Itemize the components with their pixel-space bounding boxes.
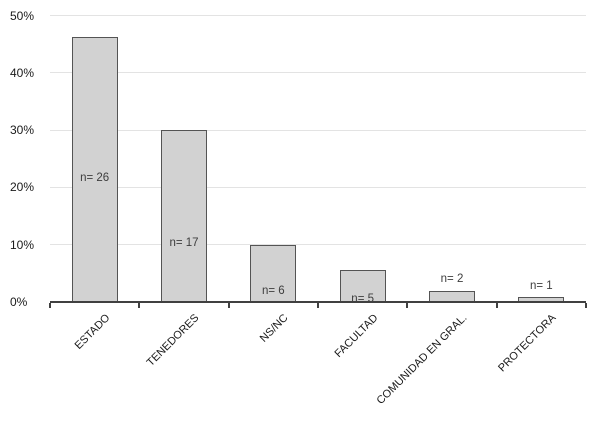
bar-estado bbox=[71, 37, 118, 302]
bar-count-label-tenedores: n= 17 bbox=[169, 237, 199, 250]
y-axis-tick-label-30pct: 30% bbox=[10, 123, 35, 138]
gridline-10pct bbox=[50, 244, 586, 246]
x-axis-tick bbox=[317, 303, 319, 308]
gridline-40pct bbox=[50, 72, 586, 74]
bar-count-label-comunidad-en-gral: n= 2 bbox=[440, 272, 464, 285]
bar-count-label-facultad: n= 5 bbox=[351, 293, 374, 306]
bar-tenedores bbox=[161, 130, 207, 302]
gridline-20pct bbox=[50, 186, 586, 188]
y-axis-tick-label-10pct: 10% bbox=[10, 237, 35, 252]
bar-ns-nc bbox=[250, 245, 297, 302]
bar-count-label-ns-nc: n= 6 bbox=[261, 285, 285, 298]
x-axis-tick bbox=[495, 303, 498, 308]
bar-count-label-estado: n= 26 bbox=[80, 171, 110, 184]
x-axis-line bbox=[50, 301, 586, 303]
x-axis-tick bbox=[227, 303, 230, 308]
bar-count-label-protectora: n= 1 bbox=[529, 280, 553, 293]
x-axis-tick bbox=[49, 303, 51, 308]
x-axis-tick bbox=[406, 303, 409, 308]
x-axis-tick bbox=[585, 303, 587, 308]
bar-facultad bbox=[339, 270, 386, 302]
y-axis-tick-label-50pct: 50% bbox=[10, 8, 35, 23]
x-axis-tick bbox=[138, 303, 141, 308]
y-axis-tick-label-40pct: 40% bbox=[10, 65, 35, 80]
gridline-30pct bbox=[50, 129, 586, 131]
y-axis-tick-label-0pct: 0% bbox=[10, 295, 28, 309]
y-axis-tick-label-20pct: 20% bbox=[10, 180, 35, 195]
gridline-50pct bbox=[50, 15, 586, 16]
